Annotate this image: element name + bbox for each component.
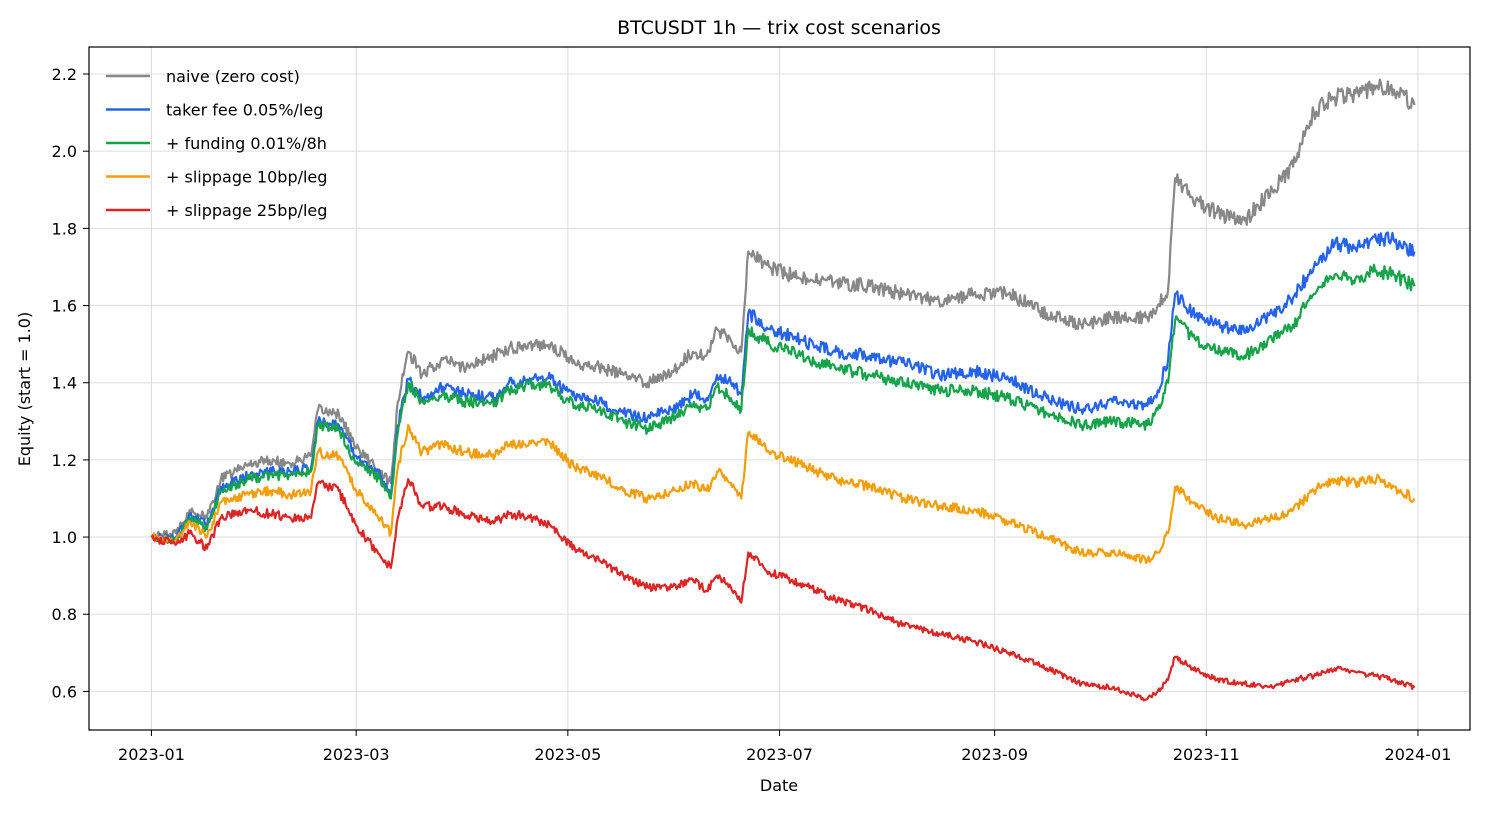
grid-lines — [89, 47, 1470, 730]
x-tick-label: 2023-11 — [1173, 745, 1240, 764]
x-tick-label: 2023-07 — [746, 745, 813, 764]
chart-title: BTCUSDT 1h — trix cost scenarios — [617, 17, 941, 39]
series-lines — [150, 78, 1416, 702]
x-tick-label: 2023-05 — [534, 745, 601, 764]
y-tick-label: 1.0 — [52, 528, 77, 547]
x-tick-label: 2024-01 — [1385, 745, 1452, 764]
x-tick-label: 2023-09 — [961, 745, 1028, 764]
y-tick-label: 1.2 — [52, 451, 77, 470]
y-tick-label: 2.0 — [52, 142, 77, 161]
y-tick-label: 0.8 — [52, 605, 77, 624]
y-axis-ticks: 0.6 0.8 1.0 1.2 1.4 1.6 1.8 2.0 2.2 — [52, 65, 89, 701]
legend-label: naive (zero cost) — [166, 67, 300, 86]
series-line — [151, 231, 1416, 543]
y-tick-label: 1.4 — [52, 374, 77, 393]
x-axis-label: Date — [760, 776, 798, 795]
x-tick-label: 2023-03 — [323, 745, 390, 764]
legend-label: + funding 0.01%/8h — [166, 134, 327, 153]
x-tick-label: 2023-01 — [118, 745, 185, 764]
series-line — [151, 78, 1416, 542]
legend-label: + slippage 25bp/leg — [166, 201, 327, 220]
y-tick-label: 1.6 — [52, 297, 77, 316]
y-axis-label: Equity (start = 1.0) — [15, 312, 34, 466]
series-line — [150, 424, 1416, 565]
legend: naive (zero cost) taker fee 0.05%/leg + fu… — [106, 67, 327, 220]
series-line — [151, 263, 1416, 545]
y-tick-label: 1.8 — [52, 219, 77, 238]
series-line — [150, 478, 1416, 702]
legend-label: + slippage 10bp/leg — [166, 168, 327, 187]
x-axis-ticks: 2023-01 2023-03 2023-05 2023-07 2023-09 2023-… — [118, 730, 1451, 764]
y-tick-label: 0.6 — [52, 682, 77, 701]
legend-label: taker fee 0.05%/leg — [166, 101, 323, 120]
y-tick-label: 2.2 — [52, 65, 77, 84]
